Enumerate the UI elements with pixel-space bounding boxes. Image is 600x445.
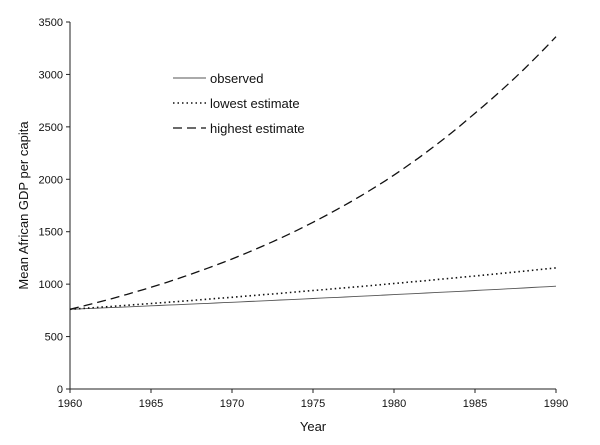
y-tick-label: 0	[57, 384, 63, 396]
legend-label: observed	[210, 71, 263, 86]
legend: observed lowest estimate highest estimate	[173, 71, 305, 136]
x-tick-label: 1965	[139, 398, 163, 410]
series-line-highest-estimate	[69, 36, 557, 310]
y-tick-label: 1000	[39, 279, 63, 291]
legend-label: highest estimate	[210, 121, 305, 136]
x-tick-label: 1990	[544, 398, 568, 410]
x-tick-label: 1960	[58, 398, 82, 410]
series-layer	[69, 36, 557, 311]
y-tick-label: 1500	[39, 227, 63, 239]
x-axis-title: Year	[300, 419, 327, 434]
legend-label: lowest estimate	[210, 96, 300, 111]
x-tick-label: 1975	[301, 398, 325, 410]
series-line-lowest-estimate	[69, 267, 557, 311]
y-tick-label: 500	[45, 332, 63, 344]
series-line-observed	[69, 285, 557, 310]
y-axis-title: Mean African GDP per capita	[16, 121, 31, 290]
x-tick-label: 1980	[382, 398, 406, 410]
axes: 0 500 1000 1500 2000 2500 3000 3500 1960 1965 1970…	[39, 17, 569, 410]
x-tick-label: 1970	[220, 398, 244, 410]
y-tick-label: 3000	[39, 69, 63, 81]
y-tick-label: 2500	[39, 122, 63, 134]
y-tick-label: 2000	[39, 174, 63, 186]
y-tick-label: 3500	[39, 17, 63, 29]
x-tick-label: 1985	[463, 398, 487, 410]
